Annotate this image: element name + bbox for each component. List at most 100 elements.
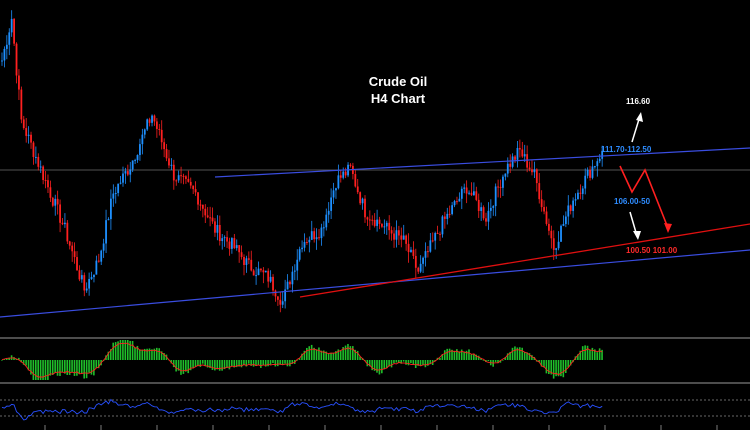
- candle-body: [313, 231, 316, 240]
- macd-bar: [405, 360, 407, 365]
- candle-body: [47, 180, 49, 188]
- candle-body: [281, 301, 284, 305]
- candle-body: [182, 175, 185, 177]
- macd-bar: [18, 357, 20, 360]
- candle-body: [107, 219, 110, 221]
- macd-bar: [114, 342, 117, 360]
- macd-bar: [47, 360, 49, 380]
- candle-body: [320, 227, 323, 239]
- macd-bar: [289, 360, 291, 367]
- candle-body: [291, 271, 294, 285]
- candle-body: [448, 213, 451, 215]
- candle-body: [591, 166, 594, 178]
- candle-body: [569, 205, 572, 211]
- candle-body: [562, 223, 565, 226]
- macd-bar: [247, 360, 250, 364]
- macd-bar: [281, 360, 284, 365]
- macd-bar: [240, 360, 243, 368]
- candle-body: [18, 75, 20, 90]
- macd-bar: [422, 360, 424, 366]
- candle-body: [356, 186, 359, 193]
- macd-bar: [531, 355, 533, 360]
- macd-bar: [185, 360, 187, 372]
- macd-bar: [68, 360, 71, 375]
- candle-body: [95, 260, 98, 275]
- candle-body: [456, 201, 458, 203]
- candle-body: [197, 192, 199, 205]
- candle-body: [560, 225, 562, 242]
- macd-bar: [439, 357, 441, 360]
- candle-body: [143, 129, 146, 135]
- candle-body: [414, 255, 417, 268]
- macd-bar: [32, 360, 35, 380]
- macd-bar: [410, 360, 412, 364]
- candle-body: [293, 270, 296, 272]
- macd-bar: [126, 340, 129, 360]
- candle-body: [119, 182, 122, 184]
- macd-bar: [155, 347, 158, 360]
- candle-body: [252, 270, 255, 276]
- candle-body: [497, 186, 499, 188]
- candle-body: [598, 158, 601, 162]
- macd-bar: [371, 360, 373, 371]
- macd-bar: [80, 360, 83, 374]
- macd-bar: [238, 360, 240, 367]
- candle-body: [247, 258, 250, 260]
- macd-signal-line: [1, 342, 603, 378]
- macd-bar: [320, 350, 323, 360]
- candle-body: [88, 278, 91, 289]
- macd-bar: [567, 360, 569, 368]
- macd-bar: [448, 348, 451, 360]
- candle-body: [424, 251, 427, 258]
- candle-body: [301, 247, 303, 250]
- candle-body: [233, 238, 236, 249]
- candle-body: [504, 173, 507, 177]
- candle-body: [102, 243, 105, 251]
- macd-bar: [487, 360, 490, 362]
- candle-body: [231, 238, 233, 249]
- macd-bar: [383, 360, 386, 370]
- macd-bar: [151, 349, 153, 360]
- candle-body: [209, 217, 212, 219]
- candle-body: [308, 239, 311, 243]
- candle-body: [172, 164, 175, 181]
- candle-body: [32, 142, 35, 158]
- candle-body: [417, 267, 420, 272]
- candle-body: [511, 156, 514, 167]
- macd-bar: [318, 347, 320, 360]
- candle-body: [402, 235, 405, 240]
- macd-bar: [201, 360, 204, 364]
- macd-bar: [30, 360, 32, 375]
- candle-body: [460, 188, 463, 199]
- macd-bar: [264, 360, 267, 367]
- macd-bar: [470, 354, 473, 360]
- candle-body: [378, 219, 381, 224]
- macd-bar: [49, 360, 52, 376]
- chart-title: Crude Oil: [369, 74, 428, 89]
- candle-body: [577, 192, 579, 200]
- candle-body: [235, 245, 238, 249]
- macd-bar: [388, 360, 390, 367]
- macd-bar: [497, 360, 499, 364]
- candle-body: [165, 149, 168, 159]
- macd-bar: [429, 360, 432, 365]
- candle-body: [465, 187, 468, 194]
- candle-body: [158, 128, 161, 130]
- candle-body: [550, 230, 553, 239]
- macd-bar: [594, 349, 596, 360]
- macd-bar: [228, 360, 231, 370]
- macd-bar: [214, 360, 216, 371]
- macd-bar: [187, 360, 190, 374]
- macd-bar: [180, 360, 182, 375]
- candle-body: [61, 222, 64, 225]
- macd-bar: [538, 360, 540, 363]
- candle-body: [22, 119, 25, 129]
- candle-body: [90, 277, 93, 279]
- candle-body: [337, 175, 340, 189]
- chart-subtitle: H4 Chart: [371, 91, 426, 106]
- level-intermediate-label: 106.00-50: [614, 197, 651, 206]
- candle-body: [30, 134, 32, 143]
- candle-body: [204, 208, 207, 216]
- macd-bar: [42, 360, 44, 380]
- macd-bar: [555, 360, 557, 377]
